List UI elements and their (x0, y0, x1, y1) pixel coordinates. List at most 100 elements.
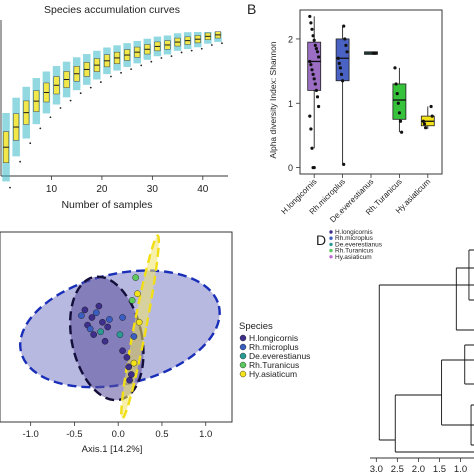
alpha-y-label: Alpha diversity Index: Shannon (268, 41, 278, 158)
species-legend-label: Rh.Turanicus (249, 360, 299, 370)
species-legend-item: Rh.Turanicus (239, 360, 299, 370)
alpha-x-ticks: H.longicornisRh.microplusDe.everestianus… (280, 174, 432, 224)
alpha-point (314, 46, 318, 51)
dendrogram-tick-label: 2.5 (391, 464, 404, 474)
alpha-point (338, 66, 342, 70)
alpha-point (312, 77, 316, 81)
dendrogram-legend-item: H.longicornis (329, 229, 373, 236)
alpha-point (309, 63, 313, 67)
dendrogram-branches (378, 249, 474, 453)
accumulation-box (93, 50, 102, 83)
dendrogram-x-ticks: 3.0 2.5 2.0 1.5 1.0 (370, 458, 467, 474)
ordination-tick-label: 1.0 (199, 429, 212, 440)
alpha-point (421, 119, 425, 123)
ordination-point (134, 290, 141, 298)
alpha-point (345, 50, 349, 54)
dendrogram-tick-label: 2.0 (412, 464, 425, 474)
alpha-y-tick-label: 2 (288, 34, 293, 44)
species-legend: H.longicornisRh.microplusDe.everestianus… (239, 333, 310, 379)
accumulation-panel: Species accumulation curves 10 20 30 40 Num… (0, 4, 228, 211)
alpha-point (314, 88, 318, 92)
alpha-point (393, 66, 397, 70)
ordination-points (78, 274, 143, 384)
accumulation-box (214, 31, 223, 45)
alpha-point (312, 165, 316, 170)
ordination-point (119, 347, 126, 355)
ordination-x-label: Axis.1 [14.2%] (82, 444, 143, 455)
species-legend-swatch (239, 343, 247, 351)
accumulation-box (153, 36, 163, 59)
ordination-point (135, 318, 143, 326)
dendrogram-tick-label: 3.0 (370, 464, 383, 474)
species-legend-swatch (239, 334, 247, 342)
alpha-point (394, 82, 398, 86)
ordination-point (95, 302, 103, 310)
alpha-point (312, 38, 316, 42)
panel-b-letter: B (247, 1, 256, 17)
accumulation-box (83, 54, 92, 89)
species-legend-item: De.everestianus (239, 351, 310, 361)
species-legend-label: De.everestianus (249, 351, 310, 361)
ordination-point (101, 337, 109, 345)
species-legend-label: Rh.microplus (249, 342, 299, 352)
accumulation-box (42, 71, 52, 119)
alpha-point (315, 95, 320, 99)
ordination-point (130, 333, 138, 340)
alpha-point (310, 27, 314, 31)
ordination-panel: -1.0 -0.5 0.0 0.5 1.0 Axis.1 [14.2%] Species… (0, 231, 310, 455)
ordination-tick-label: -0.5 (66, 429, 82, 440)
accumulation-box (204, 32, 213, 46)
ordination-point (90, 331, 97, 338)
alpha-point (344, 43, 348, 47)
alpha-point (336, 56, 340, 60)
alpha-boxes (307, 16, 435, 165)
species-legend-item: H.longicornis (239, 333, 298, 343)
alpha-diversity-panel: B Alpha diversity Index: Shannon 0 1 2 H.l… (247, 1, 443, 224)
alpha-point (424, 126, 428, 130)
accumulation-box (22, 86, 32, 145)
alpha-plot-frame (299, 9, 443, 175)
accumulation-box (2, 112, 11, 189)
species-legend-swatch (239, 352, 247, 360)
dendrogram-panel: D H.longicornisRh.microplusDe.everestian… (316, 229, 474, 474)
dendrogram-tick-label: 1.5 (433, 464, 446, 474)
accumulation-box (72, 57, 82, 95)
ordination-point (106, 316, 113, 323)
species-legend-title: Species (239, 321, 273, 332)
ordination-point (130, 359, 138, 367)
dendrogram-legend-label: Rh.Turanicus (335, 248, 374, 255)
dendrogram-legend-label: Hy.asiaticum (335, 254, 372, 261)
species-legend-label: H.longicornis (249, 333, 298, 343)
dendrogram-legend-label: H.longicornis (335, 229, 373, 236)
accumulation-box (32, 78, 42, 130)
alpha-point (309, 21, 313, 25)
ordination-point (78, 312, 85, 319)
alpha-point (373, 51, 377, 55)
alpha-point (430, 114, 434, 118)
accumulation-x-ticks: 10 20 30 40 (46, 176, 209, 195)
alpha-point (342, 24, 346, 28)
ordination-point (104, 323, 111, 331)
alpha-point (309, 127, 313, 131)
accumulation-box (52, 66, 62, 109)
dendrogram-tick-label: 1.0 (454, 464, 467, 474)
alpha-point (313, 43, 317, 47)
accumulation-tick-label: 10 (46, 184, 58, 195)
accumulation-boxes (2, 31, 223, 189)
ordination-point (119, 314, 126, 321)
panel-d-letter: D (316, 232, 326, 248)
ordination-tick-label: 0.5 (155, 429, 168, 440)
accumulation-tick-label: 40 (197, 184, 209, 195)
alpha-point (317, 104, 321, 109)
accumulation-box (194, 32, 203, 50)
alpha-point (397, 111, 401, 115)
accumulation-title: Species accumulation curves (44, 4, 180, 16)
dendrogram-legend-label: De.everestianus (335, 241, 383, 248)
alpha-point (429, 104, 433, 109)
accumulation-box (173, 33, 183, 54)
ordination-tick-label: -1.0 (22, 429, 38, 440)
alpha-y-ticks: 0 1 2 (288, 34, 300, 173)
species-legend-item: Hy.asiaticum (239, 369, 297, 379)
dendrogram-legend-swatch (329, 255, 333, 259)
